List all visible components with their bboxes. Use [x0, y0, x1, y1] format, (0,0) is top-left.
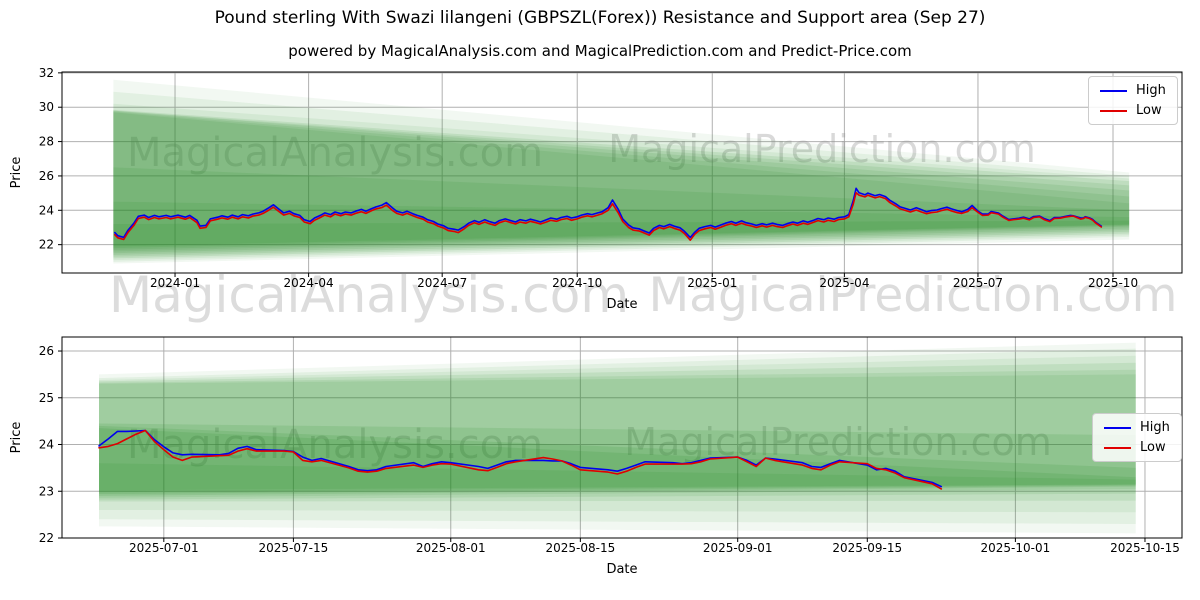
x-tick-label: 2025-04 [819, 276, 869, 290]
x-tick-label: 2025-09-15 [832, 541, 902, 555]
in-chart-watermark: MagicalAnalysis.com [127, 130, 543, 176]
y-axis-label: Price [9, 157, 24, 189]
x-tick-label: 2024-04 [284, 276, 334, 290]
fan-band [99, 369, 1136, 500]
watermark-magicalanalysis: MagicalAnalysis.com [108, 266, 630, 324]
chart-zoom: MagicalAnalysis.com MagicalPrediction.com… [9, 336, 1183, 577]
legend-label-low: Low [1140, 440, 1166, 455]
figure-watermark-row: MagicalAnalysis.com MagicalPrediction.co… [0, 266, 1200, 324]
legend-bottom-chart: High Low [1092, 413, 1182, 462]
chart-overview: MagicalAnalysis.com MagicalPrediction.com… [9, 66, 1183, 312]
fan-band [99, 423, 1136, 496]
fan-band [99, 342, 1136, 534]
fan-band [113, 220, 1130, 247]
high-line [98, 429, 943, 488]
fan-band [99, 428, 1136, 493]
x-tick-label: 2024-01 [150, 276, 200, 290]
x-tick-label: 2025-01 [687, 276, 737, 290]
y-tick-label: 24 [39, 438, 54, 452]
plot-background [62, 337, 1182, 538]
y-tick-label: 26 [39, 169, 54, 183]
x-tick-label: 2025-07 [953, 276, 1003, 290]
plot-background [62, 72, 1182, 273]
fan-band [113, 112, 1130, 252]
chart-title: Pound sterling With Swazi lilangeni (GBP… [214, 8, 986, 28]
y-tick-label: 22 [39, 531, 54, 545]
fan-band [99, 425, 1136, 495]
y-tick-label: 28 [39, 135, 54, 149]
x-tick-label: 2025-10-15 [1110, 541, 1180, 555]
legend-item-low: Low [1100, 104, 1166, 117]
fan-band [113, 167, 1130, 250]
fan-band [113, 111, 1130, 254]
chart-subtitle: powered by MagicalAnalysis.com and Magic… [288, 42, 912, 60]
low-line [98, 429, 943, 490]
y-tick-label: 22 [39, 238, 54, 252]
fan-band [113, 91, 1130, 262]
x-tick-label: 2025-08-15 [545, 541, 615, 555]
legend-item-low: Low [1104, 441, 1170, 454]
high-line [114, 187, 1103, 239]
x-tick-label: 2025-08-01 [416, 541, 486, 555]
fan-band [113, 79, 1130, 264]
x-tick-label: 2025-09-01 [703, 541, 773, 555]
plot-border [61, 336, 1183, 539]
x-axis-label: Date [606, 297, 637, 312]
legend-label-high: High [1136, 83, 1166, 98]
x-tick-label: 2025-07-15 [259, 541, 329, 555]
legend-item-high: High [1104, 421, 1170, 434]
x-tick-label: 2025-10 [1088, 276, 1138, 290]
legend-label-low: Low [1136, 103, 1162, 118]
y-tick-label: 30 [39, 100, 54, 114]
y-tick-label: 24 [39, 203, 54, 217]
fan-band [113, 109, 1130, 259]
low-line [114, 192, 1103, 241]
high-line-sample [1100, 89, 1127, 92]
high-line-sample [1104, 426, 1131, 429]
x-tick-label: 2024-10 [552, 276, 602, 290]
plot-border [61, 71, 1183, 274]
watermark-magicalprediction: MagicalPrediction.com [648, 268, 1178, 323]
legend-item-high: High [1100, 84, 1166, 97]
y-axis-label: Price [9, 422, 24, 454]
fan-band [113, 110, 1130, 255]
fan-band [99, 348, 1136, 524]
legend-top-chart: High Low [1088, 76, 1178, 125]
legend-label-high: High [1140, 420, 1170, 435]
x-axis-label: Date [606, 562, 637, 577]
in-chart-watermark: MagicalPrediction.com [624, 420, 1052, 464]
y-tick-label: 32 [39, 66, 54, 80]
low-line-sample [1100, 109, 1127, 112]
fan-band [113, 110, 1130, 257]
in-chart-watermark: MagicalAnalysis.com [127, 422, 543, 468]
in-chart-watermark: MagicalPrediction.com [608, 127, 1036, 171]
low-line-sample [1104, 446, 1131, 449]
y-tick-label: 26 [39, 344, 54, 358]
fan-band [99, 355, 1136, 513]
fan-band [99, 362, 1136, 502]
y-tick-label: 23 [39, 484, 54, 498]
fan-band [113, 103, 1130, 261]
x-tick-label: 2024-07 [417, 276, 467, 290]
x-tick-label: 2025-10-01 [981, 541, 1051, 555]
fan-band [99, 374, 1136, 498]
y-tick-label: 25 [39, 391, 54, 405]
x-tick-label: 2025-07-01 [129, 541, 199, 555]
